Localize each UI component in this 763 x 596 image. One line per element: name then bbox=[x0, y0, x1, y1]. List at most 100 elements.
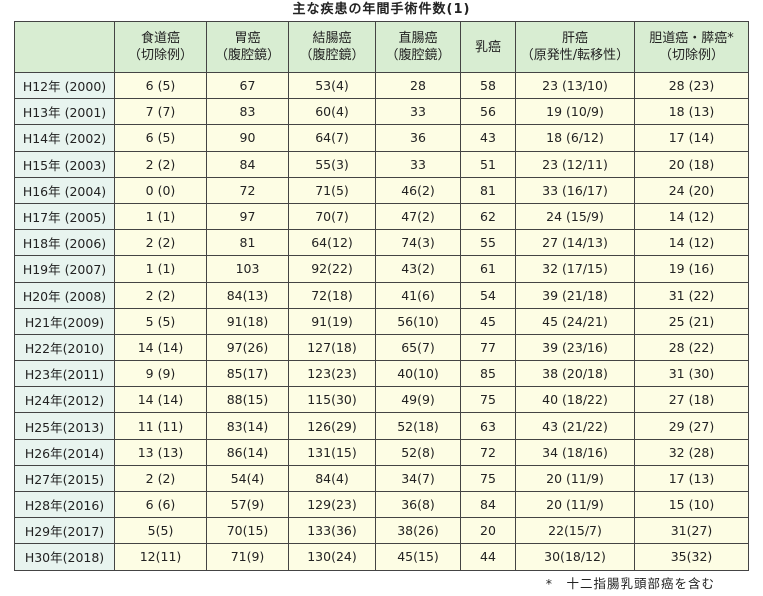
table-cell: 34(7) bbox=[375, 464, 461, 493]
table-cell: 33 bbox=[375, 150, 461, 178]
table-row: H18年 (2006) 2 (2) 81 64(12) 74(3) 55 27 (14/13… bbox=[14, 229, 749, 257]
table-cell: 45(15) bbox=[375, 543, 461, 571]
table-cell: 6 (5) bbox=[114, 71, 207, 100]
footnote: * 十二指腸乳頭部癌を含む bbox=[545, 576, 715, 591]
row-year-label: H26年(2014) bbox=[14, 438, 115, 466]
table-cell: 9 (9) bbox=[114, 360, 207, 388]
row-year-label: H24年(2012) bbox=[14, 386, 115, 414]
table-cell: 51 bbox=[460, 150, 516, 178]
table-cell: 28 bbox=[375, 71, 461, 100]
table-cell: 71(9) bbox=[206, 543, 289, 571]
table-row: H30年(2018) 12(11) 71(9) 130(24) 45(15) 44 30(1… bbox=[14, 543, 749, 571]
column-header-name: 結腸癌 bbox=[312, 31, 352, 46]
table-cell: 27 (18) bbox=[634, 386, 749, 414]
table-cell: 84 bbox=[460, 490, 516, 519]
table-cell: 28 (23) bbox=[634, 71, 749, 100]
column-header-name: 直腸癌 bbox=[398, 31, 438, 46]
table-cell: 25 (21) bbox=[634, 307, 749, 335]
table-cell: 97(26) bbox=[206, 333, 289, 362]
table-cell: 34 (18/16) bbox=[515, 438, 635, 466]
column-header: 結腸癌 （腹腔鏡） bbox=[288, 21, 376, 73]
table-cell: 46(2) bbox=[375, 176, 461, 204]
table-cell: 47(2) bbox=[375, 202, 461, 231]
table-cell: 40 (18/22) bbox=[515, 386, 635, 414]
table-cell: 115(30) bbox=[288, 386, 376, 414]
table-cell: 70(15) bbox=[206, 517, 289, 545]
table-cell: 35(32) bbox=[634, 543, 749, 571]
table-cell: 74(3) bbox=[375, 229, 461, 257]
table-cell: 29 (27) bbox=[634, 412, 749, 440]
table-row: H17年 (2005) 1 (1) 97 70(7) 47(2) 62 24 (15/9) 1… bbox=[14, 202, 749, 231]
table-cell: 38 (20/18) bbox=[515, 360, 635, 388]
row-year-label: H27年(2015) bbox=[14, 464, 115, 493]
table-cell: 2 (2) bbox=[114, 281, 207, 309]
table-cell: 81 bbox=[206, 229, 289, 257]
table-cell: 54 bbox=[460, 281, 516, 309]
row-year-label: H28年(2016) bbox=[14, 490, 115, 519]
row-year-label: H23年(2011) bbox=[14, 360, 115, 388]
table-cell: 75 bbox=[460, 386, 516, 414]
table-cell: 20 bbox=[460, 517, 516, 545]
table-cell: 75 bbox=[460, 464, 516, 493]
table-cell: 1 (1) bbox=[114, 255, 207, 283]
table-cell: 14 (12) bbox=[634, 229, 749, 257]
table-cell: 31 (30) bbox=[634, 360, 749, 388]
table-cell: 33 bbox=[375, 98, 461, 126]
row-year-label: H21年(2009) bbox=[14, 307, 115, 335]
table-row: H16年 (2004) 0 (0) 72 71(5) 46(2) 81 33 (16/17)… bbox=[14, 176, 749, 204]
table-cell: 17 (13) bbox=[634, 464, 749, 493]
column-header: 直腸癌 （腹腔鏡） bbox=[375, 21, 461, 73]
table-cell: 84(13) bbox=[206, 281, 289, 309]
table-cell: 92(22) bbox=[288, 255, 376, 283]
table-cell: 0 (0) bbox=[114, 176, 207, 204]
table-row: H27年(2015) 2 (2) 54(4) 84(4) 34(7) 75 20 (11/9… bbox=[14, 464, 749, 493]
table-title: 主な疾患の年間手術件数(1) bbox=[292, 2, 471, 17]
corner-header bbox=[14, 21, 115, 73]
table-cell: 7 (7) bbox=[114, 98, 207, 126]
table-cell: 45 (24/21) bbox=[515, 307, 635, 335]
table-row: H29年(2017) 5(5) 70(15) 133(36) 38(26) 20 22(15… bbox=[14, 517, 749, 545]
table-cell: 86(14) bbox=[206, 438, 289, 466]
table-cell: 83 bbox=[206, 98, 289, 126]
table-cell: 90 bbox=[206, 124, 289, 152]
table-cell: 5 (5) bbox=[114, 307, 207, 335]
table-cell: 24 (15/9) bbox=[515, 202, 635, 231]
table-cell: 24 (20) bbox=[634, 176, 749, 204]
column-header-name: 胆道癌・膵癌* bbox=[649, 31, 734, 46]
table-row: H28年(2016) 6 (6) 57(9) 129(23) 36(8) 84 20 (11… bbox=[14, 490, 749, 519]
table-cell: 17 (14) bbox=[634, 124, 749, 152]
table-cell: 67 bbox=[206, 71, 289, 100]
table-cell: 131(15) bbox=[288, 438, 376, 466]
table-cell: 32 (17/15) bbox=[515, 255, 635, 283]
column-header-sub: （腹腔鏡） bbox=[214, 48, 280, 63]
table-cell: 56(10) bbox=[375, 307, 461, 335]
row-year-label: H17年 (2005) bbox=[14, 202, 115, 231]
table-row: H20年 (2008) 2 (2) 84(13) 72(18) 41(6) 54 39 (2… bbox=[14, 281, 749, 309]
table-cell: 53(4) bbox=[288, 71, 376, 100]
row-year-label: H20年 (2008) bbox=[14, 281, 115, 309]
table-row: H24年(2012) 14 (14) 88(15) 115(30) 49(9) 75 40 … bbox=[14, 386, 749, 414]
table-cell: 14 (14) bbox=[114, 386, 207, 414]
column-header-name: 肝癌 bbox=[561, 31, 588, 46]
row-year-label: H12年 (2000) bbox=[14, 71, 115, 100]
table-row: H19年 (2007) 1 (1) 103 92(22) 43(2) 61 32 (17/1… bbox=[14, 255, 749, 283]
table-cell: 81 bbox=[460, 176, 516, 204]
table-cell: 56 bbox=[460, 98, 516, 126]
table-cell: 57(9) bbox=[206, 490, 289, 519]
table-cell: 52(18) bbox=[375, 412, 461, 440]
table-cell: 1 (1) bbox=[114, 202, 207, 231]
column-header-name: 食道癌 bbox=[140, 31, 180, 46]
table-cell: 63 bbox=[460, 412, 516, 440]
table-cell: 72(18) bbox=[288, 281, 376, 309]
table-cell: 129(23) bbox=[288, 490, 376, 519]
row-year-label: H19年 (2007) bbox=[14, 255, 115, 283]
table-cell: 20 (11/9) bbox=[515, 464, 635, 493]
table-cell: 20 (18) bbox=[634, 150, 749, 178]
table-cell: 88(15) bbox=[206, 386, 289, 414]
table-cell: 36(8) bbox=[375, 490, 461, 519]
table-cell: 71(5) bbox=[288, 176, 376, 204]
table-row: H26年(2014) 13 (13) 86(14) 131(15) 52(8) 72 34 … bbox=[14, 438, 749, 466]
table-cell: 65(7) bbox=[375, 333, 461, 362]
table-cell: 84(4) bbox=[288, 464, 376, 493]
table-cell: 126(29) bbox=[288, 412, 376, 440]
